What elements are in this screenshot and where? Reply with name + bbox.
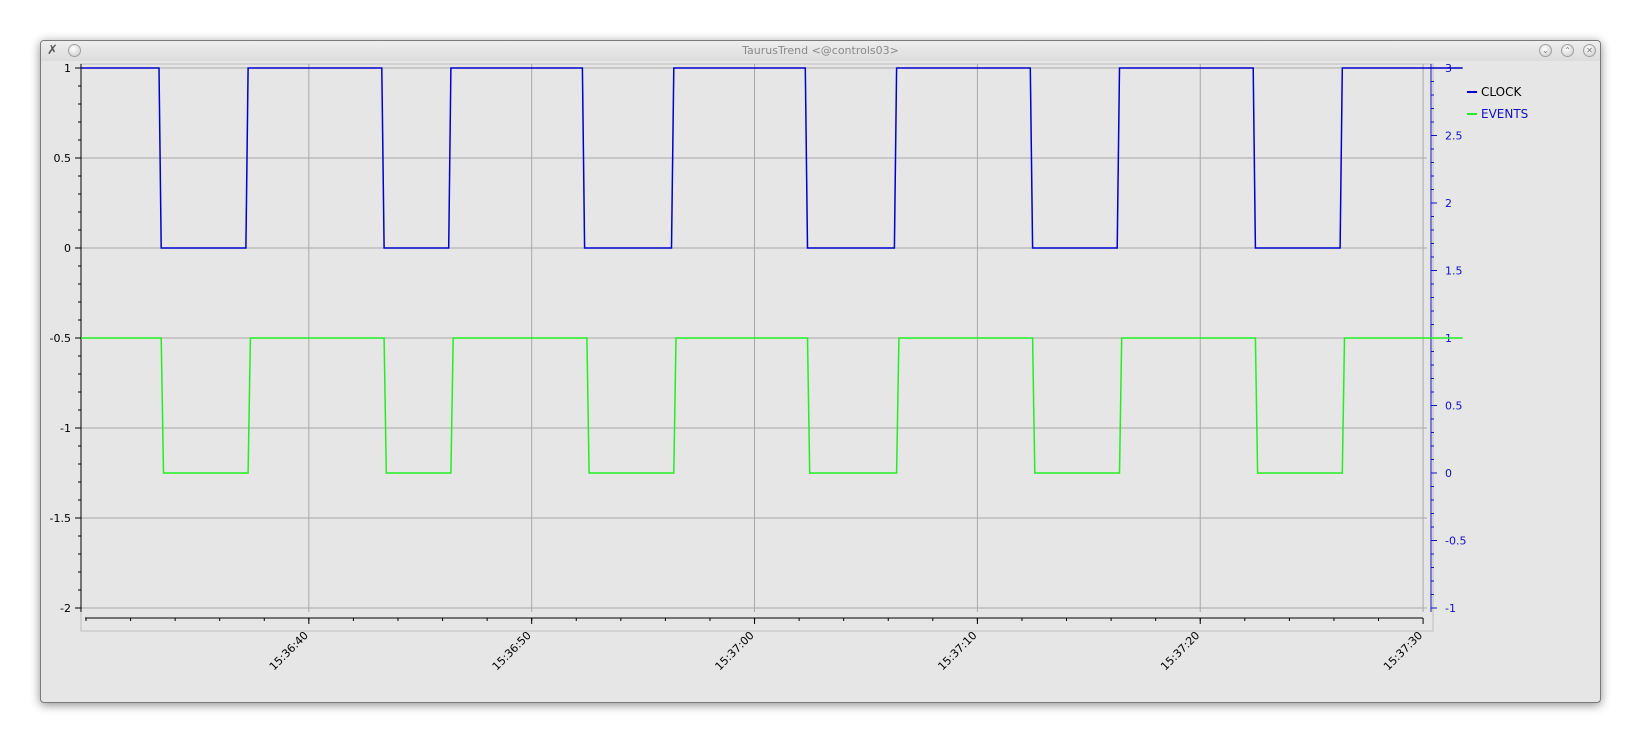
- y-left-tick-label: -1: [60, 422, 71, 435]
- y-left-tick-label: -0.5: [50, 332, 71, 345]
- y-right-tick-label: -1: [1445, 602, 1456, 615]
- menu-icon[interactable]: [68, 44, 81, 57]
- x-tick-label: 15:37:10: [935, 629, 979, 673]
- y-right-tick-label: -0.5: [1445, 535, 1466, 548]
- y-right-tick-label: 1.5: [1445, 265, 1463, 278]
- x-tick-label: 15:36:40: [267, 629, 311, 673]
- minimize-button[interactable]: ⌄: [1539, 44, 1552, 57]
- plot-canvas: [80, 63, 1434, 632]
- y-right-tick-label: 2: [1445, 197, 1452, 210]
- taurus-app-icon[interactable]: ✗: [47, 43, 58, 58]
- y-right-tick-label: 0.5: [1445, 400, 1463, 413]
- close-button[interactable]: ✕: [1583, 44, 1596, 57]
- y-right-tick-label: 2.5: [1445, 130, 1463, 143]
- y-left-tick-label: 0: [64, 242, 71, 255]
- legend-label[interactable]: CLOCK: [1481, 85, 1522, 99]
- x-tick-label: 15:37:00: [713, 629, 757, 673]
- trend-chart[interactable]: 10.50-0.5-1-1.5-232.521.510.50-0.5-115:3…: [41, 61, 1600, 702]
- series-line-clock: [81, 67, 1463, 249]
- x-tick-label: 15:37:20: [1158, 629, 1202, 673]
- series-line-events: [81, 337, 1463, 474]
- y-right-tick-label: 0: [1445, 467, 1452, 480]
- maximize-button[interactable]: ⌃: [1561, 44, 1574, 57]
- title-bar[interactable]: ✗ TaurusTrend <@controls03> ⌄ ⌃ ✕: [41, 41, 1600, 61]
- legend-label[interactable]: EVENTS: [1481, 107, 1528, 121]
- y-left-tick-label: 0.5: [54, 152, 72, 165]
- x-tick-label: 15:37:30: [1381, 629, 1425, 673]
- y-left-tick-label: -1.5: [50, 512, 71, 525]
- window-title: TaurusTrend <@controls03>: [742, 44, 899, 57]
- y-left-tick-label: 1: [64, 62, 71, 75]
- x-tick-label: 15:36:50: [490, 629, 534, 673]
- app-window: ✗ TaurusTrend <@controls03> ⌄ ⌃ ✕ 1 0.5 0 -…: [40, 40, 1601, 703]
- y-left-tick-label: -2: [60, 602, 71, 615]
